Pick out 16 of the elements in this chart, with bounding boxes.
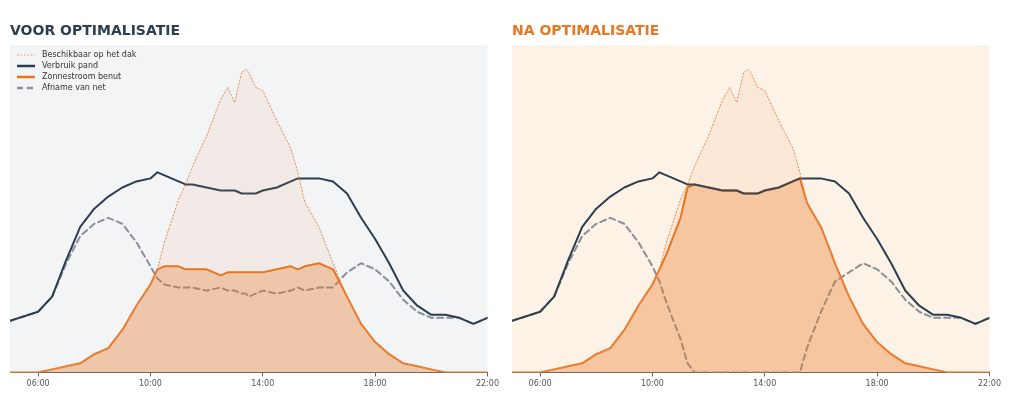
x-tick-label: 22:00 (977, 379, 1001, 389)
chart-title: VOOR OPTIMALISATIE (10, 22, 181, 38)
x-tick-label: 18:00 (363, 379, 387, 389)
chart-title: NA OPTIMALISATIE (512, 22, 660, 38)
x-tick-label: 18:00 (865, 379, 889, 389)
x-tick-label: 06:00 (26, 379, 50, 389)
legend-label: Afname van net (42, 82, 106, 93)
x-tick-label: 06:00 (528, 379, 552, 389)
legend-label: Zonnestroom benut (42, 71, 122, 82)
legend-label: Beschikbaar op het dak (42, 49, 137, 60)
x-tick-label: 14:00 (753, 379, 777, 389)
x-tick-label: 10:00 (138, 379, 162, 389)
x-tick-label: 14:00 (251, 379, 275, 389)
x-tick-label: 10:00 (640, 379, 664, 389)
x-tick-label: 22:00 (475, 379, 499, 389)
legend-label: Verbruik pand (42, 60, 99, 71)
